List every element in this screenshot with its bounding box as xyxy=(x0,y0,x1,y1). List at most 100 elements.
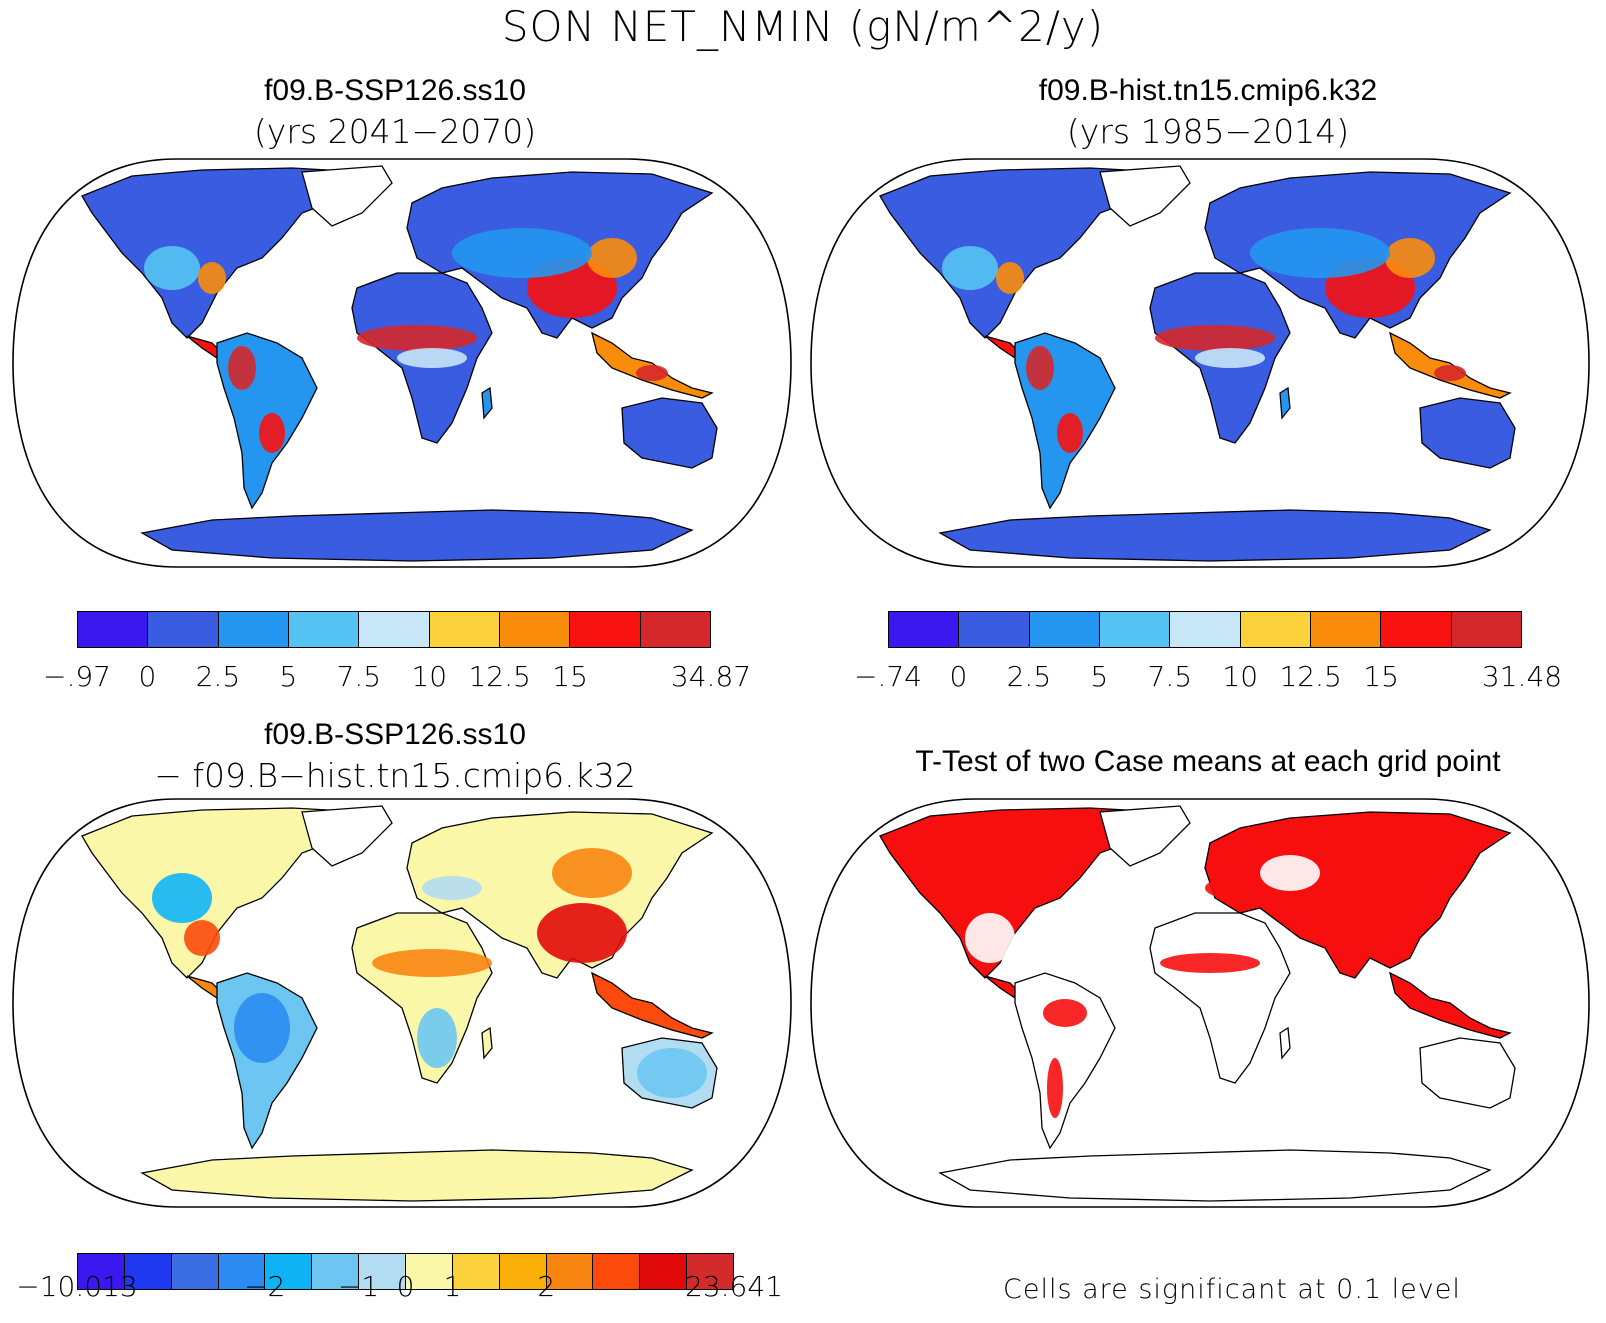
land-greenland xyxy=(301,805,393,867)
patch-c-asia xyxy=(452,228,592,278)
patch-c-africa xyxy=(1195,348,1265,368)
colorbar-2-swatch xyxy=(889,612,960,647)
colorbar-3-swatch xyxy=(359,1254,407,1289)
colorbar-3-tick-label: 0 xyxy=(396,1270,415,1303)
patch-europe-sig xyxy=(1205,878,1255,898)
map-frame xyxy=(810,798,1590,1208)
colorbar-3-swatch xyxy=(452,1254,500,1289)
patch-n-america-pos xyxy=(184,920,220,956)
colorbar-1-tick-label: 5 xyxy=(279,660,298,693)
colorbar-1-swatch xyxy=(78,612,149,647)
patch-maritime xyxy=(636,365,668,381)
land-madagascar xyxy=(1279,1026,1291,1060)
patch-maritime xyxy=(1434,365,1466,381)
panel-4-title: T-Test of two Case means at each grid po… xyxy=(915,745,1501,778)
land-southAmerica xyxy=(1014,972,1116,1150)
land-australia xyxy=(1419,397,1516,469)
patch-amazon-neg xyxy=(234,993,290,1063)
colorbar-1-swatch xyxy=(288,612,360,647)
patch-s-asia-pos xyxy=(537,903,627,963)
colorbar-3-tick-label: −1 xyxy=(337,1270,380,1303)
land-northAmerica xyxy=(81,167,364,339)
colorbar-2-tick-label: 15 xyxy=(1363,660,1399,693)
patch-c-africa xyxy=(397,348,467,368)
colorbar-2-swatch xyxy=(1310,612,1382,647)
land-seAsia xyxy=(1389,971,1512,1039)
panel-2-map xyxy=(810,158,1590,568)
panel-3-title: f09.B-SSP126.ss10 xyxy=(264,718,526,751)
land-antarctica xyxy=(938,509,1492,562)
panel-2-title: f09.B-hist.tn15.cmip6.k32 xyxy=(1038,74,1378,107)
patch-sahel-sig xyxy=(1160,953,1260,973)
land-greenland xyxy=(301,165,393,227)
colorbar-1-tick-label: −.97 xyxy=(43,660,111,693)
patch-n-america-plains xyxy=(144,246,200,290)
colorbar-3-swatch xyxy=(687,1254,734,1289)
colorbar-2-swatch xyxy=(1240,612,1311,647)
colorbar-3-tick-label: −2 xyxy=(244,1270,286,1303)
patch-us-insig xyxy=(965,913,1015,963)
patch-c-asia xyxy=(1250,228,1390,278)
patch-e-asia xyxy=(1385,238,1435,278)
land-madagascar xyxy=(1279,386,1291,420)
panel-1-map xyxy=(12,158,792,568)
colorbar-2-swatch xyxy=(1451,612,1521,647)
colorbar-3-swatch xyxy=(593,1254,641,1289)
colorbar-1-tick-label: 15 xyxy=(552,660,588,693)
colorbar-2-tick-label: 31.48 xyxy=(1481,660,1563,693)
land-northAmerica xyxy=(81,807,364,979)
land-northAmerica xyxy=(879,807,1162,979)
colorbar-2-tick-label: 7.5 xyxy=(1147,660,1193,693)
land-australia xyxy=(1419,1037,1516,1109)
colorbar-1-swatch xyxy=(429,612,500,647)
land-antarctica xyxy=(140,509,694,562)
colorbar-2-swatch xyxy=(1170,612,1241,647)
colorbar-1-tick-label: 7.5 xyxy=(336,660,382,693)
panel-1-title-block: f09.B-SSP126.ss10 (yrs 2041−2070) xyxy=(0,74,790,151)
patch-australia-neg xyxy=(637,1048,707,1098)
figure-title: SON NET_NMIN (gN/m^2/y) xyxy=(501,2,1105,51)
panel-3-colorbar xyxy=(77,1253,734,1290)
patch-sahel xyxy=(1155,325,1275,351)
panel-3-subtitle: − f09.B−hist.tn15.cmip6.k32 xyxy=(154,756,636,795)
colorbar-3-swatch xyxy=(78,1254,125,1289)
patch-n-america-neg xyxy=(152,873,212,923)
patch-sahel-pos xyxy=(372,949,492,977)
patch-s-america-south xyxy=(1057,413,1083,453)
colorbar-3-swatch xyxy=(124,1254,172,1289)
patch-europe-neg xyxy=(422,876,482,900)
patch-n-america-plains xyxy=(942,246,998,290)
land-antarctica xyxy=(140,1149,694,1202)
panel-4-title-block: T-Test of two Case means at each grid po… xyxy=(810,745,1606,779)
colorbar-1-tick-label: 12.5 xyxy=(468,660,531,693)
patch-s-america-sig xyxy=(1047,1058,1063,1118)
colorbar-2-swatch xyxy=(959,612,1030,647)
patch-sahel xyxy=(357,325,477,351)
colorbar-2-tick-label: 2.5 xyxy=(1006,660,1052,693)
colorbar-2-tick-label: −.74 xyxy=(854,660,922,693)
panel-1-colorbar xyxy=(77,611,711,648)
patch-s-africa xyxy=(417,1008,457,1068)
colorbar-3-swatch xyxy=(265,1254,313,1289)
colorbar-1-swatch xyxy=(148,612,219,647)
colorbar-3-tick-label: −10.013 xyxy=(16,1270,138,1303)
colorbar-2-tick-label: 10 xyxy=(1222,660,1259,693)
land-greenland xyxy=(1099,165,1191,227)
patch-n-america-east xyxy=(198,262,226,294)
significance-note: Cells are significant at 0.1 level xyxy=(1003,1274,1461,1305)
land-madagascar xyxy=(481,386,493,420)
colorbar-1-swatch xyxy=(359,612,430,647)
panel-3-title-block: f09.B-SSP126.ss10 − f09.B−hist.tn15.cmip… xyxy=(0,718,790,795)
panel-3-map xyxy=(12,798,792,1208)
colorbar-1-tick-label: 10 xyxy=(411,660,448,693)
colorbar-3-swatch xyxy=(406,1254,453,1289)
land-eurasia xyxy=(1204,811,1512,979)
patch-n-eurasia-insig xyxy=(1260,855,1320,891)
colorbar-1-swatch xyxy=(218,612,289,647)
colorbar-1-swatch xyxy=(570,612,641,647)
land-northAmerica xyxy=(879,167,1162,339)
patch-amazon-sig xyxy=(1043,999,1087,1027)
patch-n-america-east xyxy=(996,262,1024,294)
patch-n-asia-pos xyxy=(552,848,632,898)
land-australia xyxy=(621,397,718,469)
